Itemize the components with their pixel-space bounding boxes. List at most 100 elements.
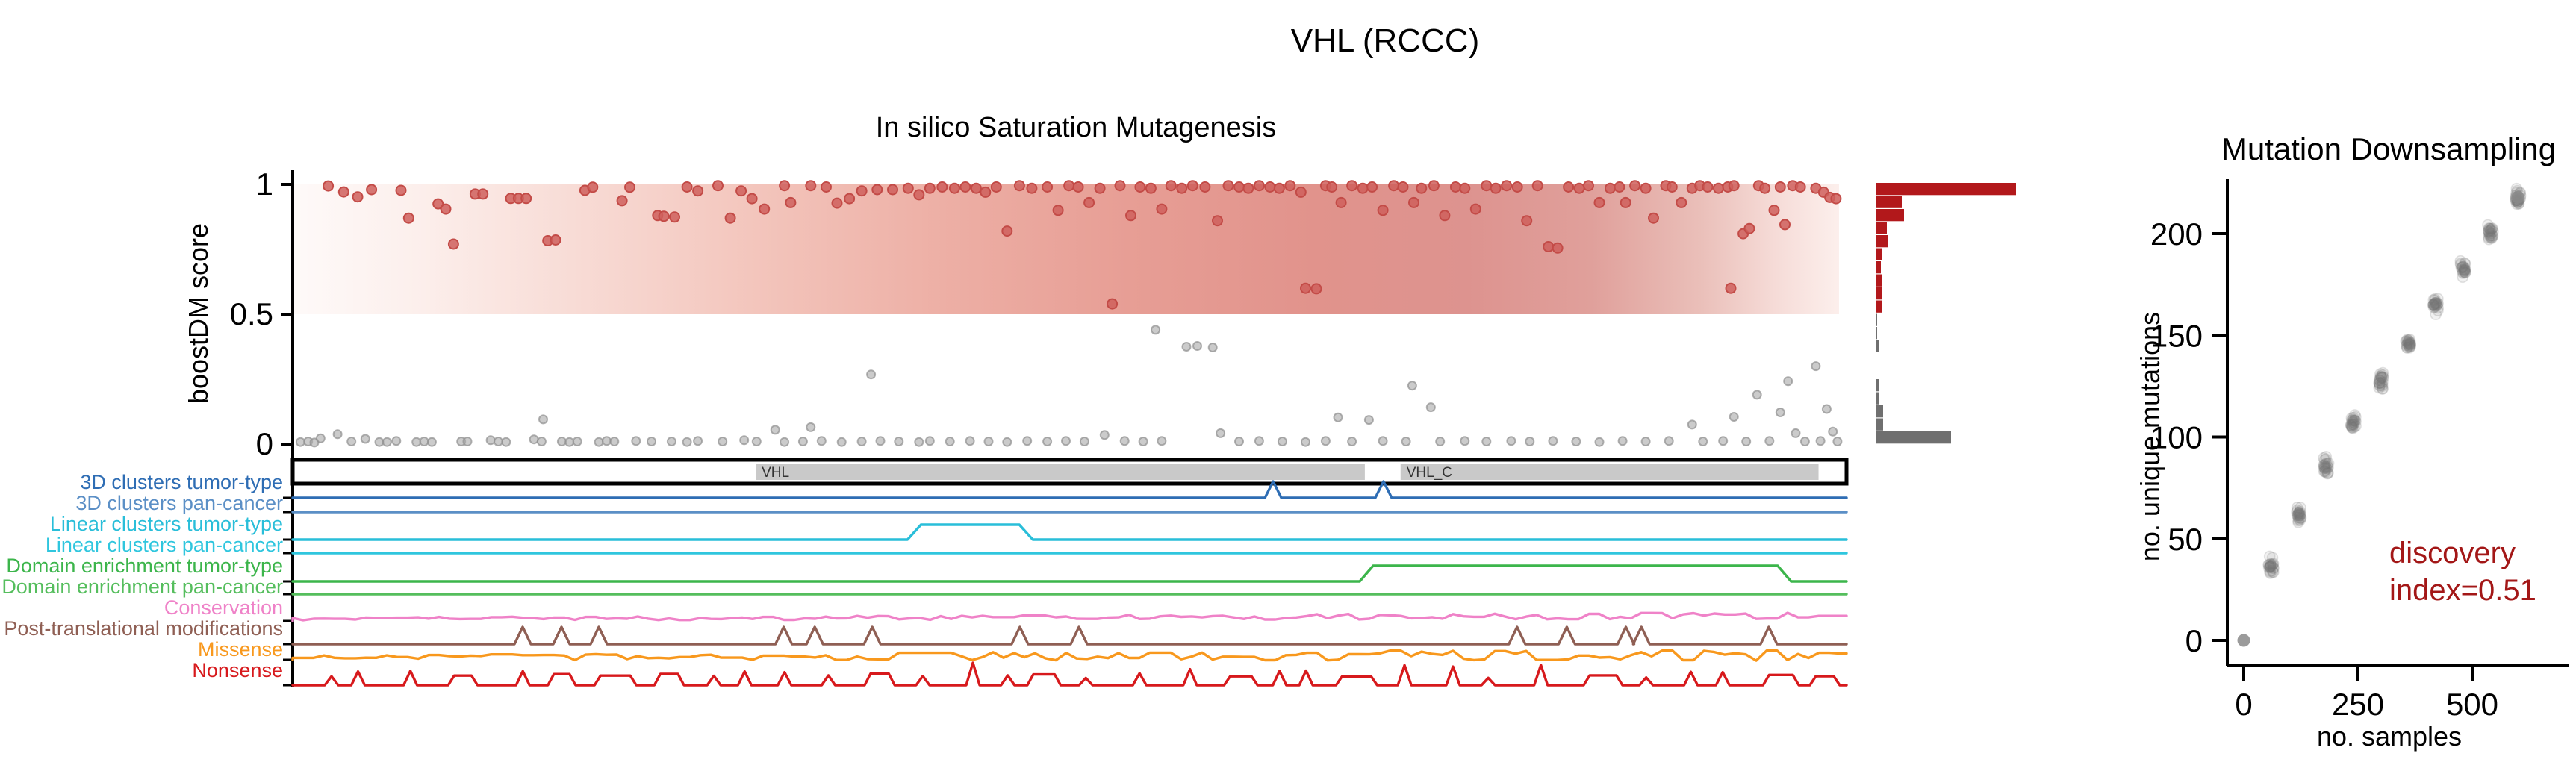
passenger-point (315, 433, 326, 443)
passenger-point (332, 429, 343, 440)
downsampling-replicate-point (2428, 299, 2440, 312)
driver-point (395, 184, 407, 196)
driver-point (1676, 196, 1687, 208)
downsampling-replicate-point (2459, 264, 2471, 277)
driver-point (1743, 222, 1755, 234)
passenger-point (1811, 361, 1821, 372)
downsampling-replicate-point (2458, 264, 2471, 277)
driver-point (1593, 196, 1605, 208)
driver-point (1531, 180, 1543, 192)
hist-passenger-bar (1876, 313, 1877, 326)
driver-point (735, 185, 747, 197)
downsampling-replicate-point (2263, 550, 2276, 563)
driver-point (856, 185, 868, 197)
downsampling-x-tick-label: 0 (2235, 687, 2252, 722)
driver-point (970, 182, 982, 194)
driver-point (366, 184, 378, 196)
passenger-point (965, 436, 975, 446)
driver-point (1052, 205, 1064, 216)
driver-point (902, 182, 914, 194)
driver-point (1335, 196, 1347, 208)
passenger-point (1181, 342, 1192, 352)
hist-driver-bar (1876, 248, 1882, 260)
driver-point (1310, 283, 1322, 295)
driver-point (1728, 180, 1740, 192)
driver-point (1768, 205, 1780, 216)
track-line-8 (291, 625, 1848, 646)
downsampling-replicate-point (2265, 559, 2277, 572)
downsampling-replicate-point (2262, 561, 2275, 574)
downsampling-replicate-point (2292, 508, 2304, 520)
driver-point (1439, 210, 1451, 222)
downsampling-replicate-point (2430, 299, 2442, 312)
driver-point (1490, 182, 1502, 194)
passenger-point (1151, 325, 1161, 335)
downsampling-replicate-point (2483, 228, 2496, 241)
driver-point (805, 180, 817, 192)
downsampling-y-tick-label: 50 (2168, 522, 2203, 557)
driver-point (669, 211, 680, 223)
passenger-point (594, 437, 604, 447)
passenger-point (1216, 428, 1226, 438)
downsampling-replicate-point (2404, 338, 2416, 351)
saturation-panel-title: In silico Saturation Mutagenesis (875, 112, 1277, 143)
downsampling-replicate-point (2486, 230, 2499, 242)
downsampling-replicate-point (2291, 509, 2303, 522)
downsampling-replicate-point (2459, 264, 2471, 277)
downsampling-replicate-point (2404, 336, 2416, 349)
downsampling-replicate-point (2483, 230, 2495, 243)
passenger-point (501, 437, 511, 447)
downsampling-replicate-point (2377, 382, 2389, 395)
driver-point (520, 193, 532, 205)
downsampling-replicate-point (2267, 561, 2280, 574)
downsampling-replicate-point (2485, 224, 2497, 237)
downsampling-replicate-point (2321, 460, 2333, 472)
driver-point (1614, 181, 1625, 193)
downsampling-replicate-point (2375, 371, 2388, 384)
downsampling-replicate-point (2401, 334, 2413, 347)
driver-point (980, 186, 992, 198)
downsampling-replicate-point (2320, 457, 2333, 469)
downsampling-replicate-point (2373, 377, 2386, 390)
downsampling-replicate-point (2266, 564, 2279, 577)
downsampling-replicate-point (2483, 225, 2495, 237)
downsampling-replicate-point (2429, 297, 2441, 309)
downsampling-replicate-point (2483, 231, 2495, 244)
protein-domain-label: VHL (762, 465, 789, 481)
downsampling-replicate-point (2459, 266, 2471, 278)
downsampling-replicate-point (2293, 506, 2306, 519)
passenger-point (1664, 436, 1674, 446)
downsampling-replicate-point (2347, 414, 2359, 427)
downsampling-replicate-point (2455, 262, 2468, 274)
downsampling-replicate-point (2483, 228, 2495, 240)
downsampling-replicate-point (2262, 559, 2275, 571)
downsampling-replicate-point (2374, 380, 2386, 392)
track-label-column: 3D clusters tumor-type 3D clusters pan-ca… (0, 0, 286, 774)
downsampling-replicate-point (2292, 508, 2304, 521)
downsampling-replicate-point (2346, 418, 2358, 431)
downsampling-replicate-point (2264, 561, 2277, 572)
driver-point (1416, 182, 1428, 194)
driver-point (724, 212, 736, 224)
driver-point (1629, 180, 1641, 192)
track-label-4: Linear clusters pan-cancer (45, 534, 283, 556)
driver-point (1759, 182, 1771, 194)
downsampling-replicate-point (2485, 223, 2498, 235)
downsampling-replicate-point (2483, 226, 2495, 239)
downsampling-replicate-point (2345, 419, 2358, 432)
downsampling-replicate-point (2264, 565, 2277, 577)
protein-domain-label: VHL_C (1407, 465, 1452, 481)
downsampling-replicate-point (2348, 417, 2360, 429)
downsampling-replicate-point (2401, 334, 2413, 346)
track-label-10: Nonsense (192, 659, 283, 681)
hist-driver-bar (1876, 235, 1888, 248)
downsampling-replicate-point (2429, 293, 2441, 305)
driver-point (1212, 215, 1223, 227)
passenger-point (631, 436, 641, 446)
track-line-3 (291, 523, 1848, 541)
downsampling-replicate-point (2348, 419, 2360, 431)
passenger-point (360, 434, 370, 444)
downsampling-replicate-point (2483, 226, 2496, 238)
downsampling-replicate-point (2375, 377, 2388, 390)
downsampling-replicate-point (2265, 558, 2277, 571)
